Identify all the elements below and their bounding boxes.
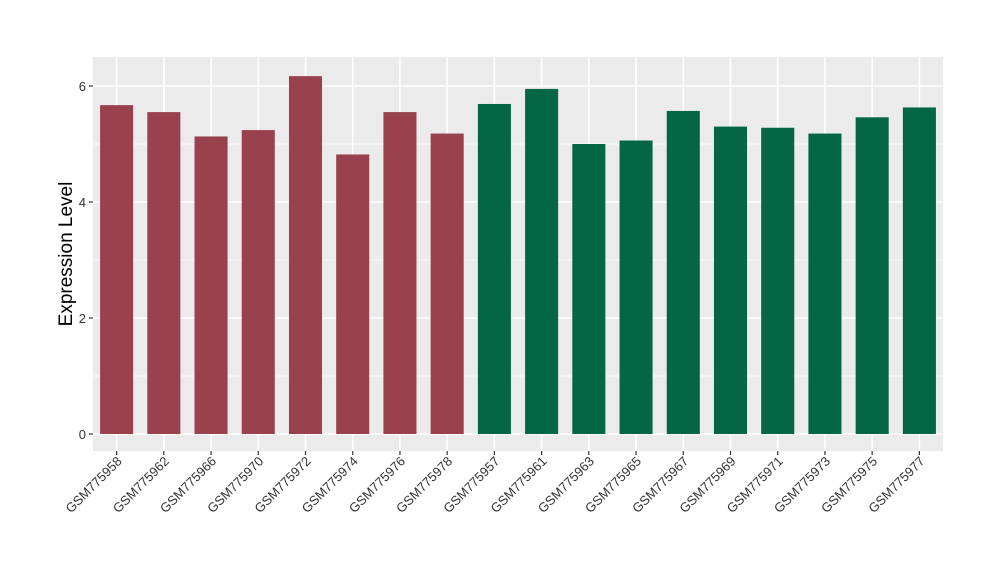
y-axis: 0 2 4 6: [79, 79, 93, 442]
bar: [808, 133, 842, 434]
bar: [194, 136, 228, 434]
y-tick-label: 4: [79, 195, 86, 210]
bar: [619, 140, 653, 434]
minor-gridlines: [93, 143, 943, 377]
bar: [855, 117, 889, 434]
bar: [713, 126, 748, 434]
bar: [241, 130, 275, 434]
x-axis: GSM775958GSM775962GSM775966GSM775970GSM7…: [63, 451, 928, 516]
y-tick-label: 0: [79, 427, 86, 442]
bar: [100, 105, 134, 434]
bar: [383, 112, 417, 434]
bar: [430, 133, 464, 434]
bars: [100, 76, 936, 435]
bar: [902, 107, 936, 435]
y-tick-label: 6: [79, 79, 86, 94]
bar: [477, 103, 511, 434]
bar: [572, 144, 606, 434]
bar: [336, 154, 370, 434]
plot-panel: [93, 57, 943, 451]
y-axis-label: Expression Level: [56, 182, 77, 327]
bar: [525, 88, 559, 435]
bar: [666, 110, 700, 434]
bar: [761, 127, 795, 434]
bar: [147, 112, 181, 434]
y-tick-label: 2: [79, 311, 86, 326]
bar: [288, 76, 323, 434]
